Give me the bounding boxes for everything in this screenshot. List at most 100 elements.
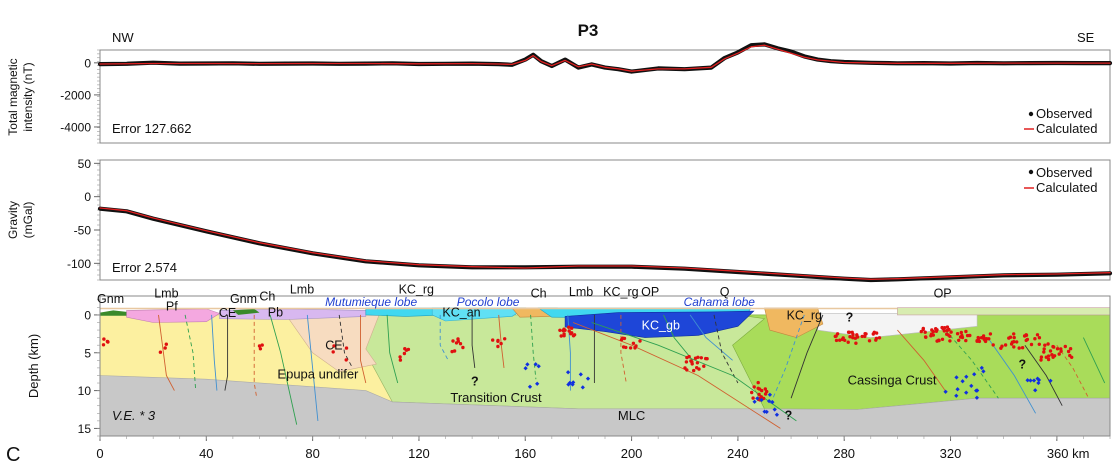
sample-point-blue — [974, 395, 980, 400]
sample-point-red — [855, 333, 859, 337]
sample-point-red — [948, 334, 952, 338]
sample-point-red — [959, 330, 963, 335]
sample-point-red — [851, 336, 855, 340]
fault-line — [1024, 344, 1063, 406]
sample-point-red — [1012, 335, 1016, 340]
legend-observed-marker — [1028, 111, 1034, 117]
sample-point-red — [567, 329, 571, 333]
body-mlc — [100, 375, 1110, 436]
sample-point-red — [923, 335, 928, 339]
sample-point-red — [760, 388, 764, 393]
sample-point-red — [1020, 346, 1025, 350]
sample-point-red — [562, 334, 566, 338]
sample-point-red — [877, 336, 882, 340]
sample-point-red — [947, 327, 951, 332]
sample-point-red — [1017, 346, 1021, 350]
sample-point-red — [759, 395, 763, 399]
sample-point-blue — [767, 392, 773, 397]
sample-point-blue — [954, 375, 959, 380]
sample-point-red — [561, 328, 565, 333]
sample-point-red — [854, 341, 858, 345]
sample-point-red — [1042, 350, 1046, 354]
model-ytick-label: 5 — [84, 346, 91, 360]
sample-point-red — [1012, 345, 1016, 349]
sample-point-red — [572, 333, 577, 337]
sample-point-red — [621, 336, 625, 340]
sample-point-blue — [1036, 380, 1041, 386]
sample-point-red — [344, 358, 348, 362]
sample-point-red — [756, 380, 760, 385]
magnetics-ylabel-line1: Total magnetic — [6, 58, 20, 135]
unit-label: Cahama lobe — [684, 295, 756, 309]
sample-point-blue — [766, 398, 772, 404]
sample-point-blue — [764, 409, 769, 415]
sample-point-red — [988, 332, 993, 336]
sample-point-blue — [969, 383, 974, 389]
unit-label: Pf — [166, 299, 178, 313]
unit-label: KC_rg — [399, 283, 434, 297]
sample-point-red — [628, 346, 633, 350]
gravity-ytick-label: 0 — [84, 190, 91, 204]
sample-point-red — [1024, 338, 1028, 343]
fault-line — [530, 314, 537, 380]
model-xtick-label: 320 — [940, 446, 962, 461]
sample-point-red — [850, 330, 854, 334]
sample-point-red — [921, 326, 925, 331]
sample-point-red — [685, 355, 689, 360]
sample-point-red — [1068, 347, 1073, 351]
sample-point-red — [757, 392, 761, 397]
sample-point-red — [158, 350, 163, 354]
sample-point-blue — [1048, 378, 1053, 383]
model-ytick-label: 0 — [84, 308, 91, 322]
sample-point-blue — [527, 384, 533, 389]
fault-line — [158, 314, 175, 391]
unit-label: KC_gb — [642, 318, 680, 332]
fault-line — [471, 314, 476, 368]
magnetics-minor-ticks — [97, 49, 100, 144]
unit-label: Lmb — [569, 285, 593, 299]
sample-point-red — [1015, 340, 1019, 344]
sample-point-red — [935, 339, 939, 343]
legend-calculated-label: Calculated — [1036, 121, 1097, 136]
sample-point-red — [872, 330, 876, 334]
gravity-ytick-label: 50 — [78, 157, 92, 171]
sample-point-red — [404, 348, 409, 352]
sample-point-blue — [1028, 378, 1033, 383]
sample-point-blue — [1025, 378, 1030, 383]
magnetics-ytick-label: -2000 — [60, 88, 91, 102]
sample-point-red — [105, 339, 110, 344]
sample-point-red — [835, 332, 840, 336]
sample-point-red — [919, 329, 923, 334]
fault-line — [1082, 337, 1106, 384]
sample-point-red — [1012, 332, 1016, 336]
sample-point-blue — [523, 366, 528, 371]
magnetics-series-calculated — [99, 44, 1111, 72]
model-panel: 0 5 10 15 0 40 80 120 160 200 240 280 320 360 km Gnm… — [6, 283, 1111, 466]
sample-point-red — [1003, 343, 1008, 347]
sample-point-red — [456, 337, 460, 341]
sample-point-blue — [774, 412, 780, 417]
unit-label: Pb — [268, 305, 283, 319]
sample-point-red — [331, 350, 335, 354]
sample-point-blue — [536, 364, 541, 369]
sample-point-blue — [578, 372, 583, 377]
sample-point-red — [1007, 336, 1011, 340]
fault-line — [360, 314, 367, 384]
sample-point-blue — [1031, 378, 1037, 383]
sample-point-red — [258, 347, 263, 351]
fault-line — [689, 314, 733, 361]
sample-point-red — [923, 330, 927, 334]
fault-line — [253, 314, 258, 399]
magnetics-ylabel-line2: intensity (nT) — [21, 62, 35, 131]
sample-point-red — [402, 351, 407, 356]
model-ylabel: Depth (km) — [26, 334, 41, 398]
sample-point-red — [690, 360, 694, 364]
unit-label: KC_an — [442, 305, 480, 319]
sample-point-red — [704, 356, 708, 361]
sample-point-blue — [955, 387, 960, 392]
sample-point-red — [633, 346, 637, 350]
sample-point-red — [1051, 344, 1055, 349]
gravity-ylabel-line2: (mGal) — [21, 202, 35, 239]
sample-point-red — [867, 339, 872, 343]
model-xtick-label: 280 — [833, 446, 855, 461]
